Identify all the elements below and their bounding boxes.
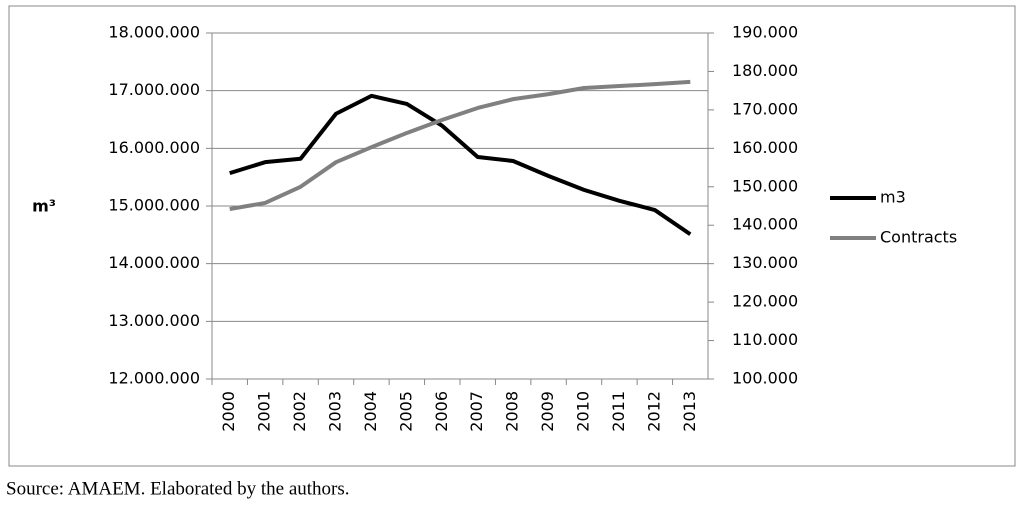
- x-tick-label: 2006: [432, 391, 451, 432]
- x-tick-label: 2001: [255, 391, 274, 432]
- y2-tick-label: 120.000: [732, 292, 798, 311]
- y2-tick-label: 100.000: [732, 369, 798, 388]
- y-tick-label: 15.000.000: [108, 196, 200, 215]
- y-tick-label: 12.000.000: [108, 369, 200, 388]
- y-tick-label: 18.000.000: [108, 23, 200, 42]
- x-tick-label: 2004: [361, 391, 380, 432]
- x-tick-label: 2009: [538, 391, 557, 432]
- legend-label: Contracts: [880, 228, 957, 247]
- legend-label: m3: [880, 188, 906, 207]
- x-tick-label: 2003: [326, 391, 345, 432]
- y2-tick-label: 130.000: [732, 253, 798, 272]
- y-tick-label: 13.000.000: [108, 311, 200, 330]
- x-tick-label: 2010: [574, 391, 593, 432]
- source-note: Source: AMAEM. Elaborated by the authors…: [6, 478, 350, 499]
- y2-tick-label: 170.000: [732, 99, 798, 118]
- y-axis-label: m³: [32, 197, 56, 216]
- x-tick-label: 2008: [503, 391, 522, 432]
- y2-tick-label: 160.000: [732, 138, 798, 157]
- y2-tick-label: 140.000: [732, 215, 798, 234]
- chart-frame: [8, 5, 1016, 467]
- y2-tick-label: 180.000: [732, 61, 798, 80]
- x-tick-label: 2005: [396, 391, 415, 432]
- y2-tick-label: 150.000: [732, 176, 798, 195]
- series-line: [229, 93, 692, 236]
- x-tick-label: 2013: [680, 391, 699, 432]
- y2-tick-label: 110.000: [732, 330, 798, 349]
- x-tick-label: 2007: [467, 391, 486, 432]
- x-tick-label: 2012: [644, 391, 663, 432]
- y-tick-label: 16.000.000: [108, 138, 200, 157]
- y-tick-label: 14.000.000: [108, 253, 200, 272]
- y-tick-label: 17.000.000: [108, 80, 200, 99]
- x-tick-label: 2011: [609, 391, 628, 432]
- series-line: [229, 79, 691, 212]
- x-tick-label: 2000: [219, 391, 238, 432]
- x-tick-label: 2002: [290, 391, 309, 432]
- y2-tick-label: 190.000: [732, 23, 798, 42]
